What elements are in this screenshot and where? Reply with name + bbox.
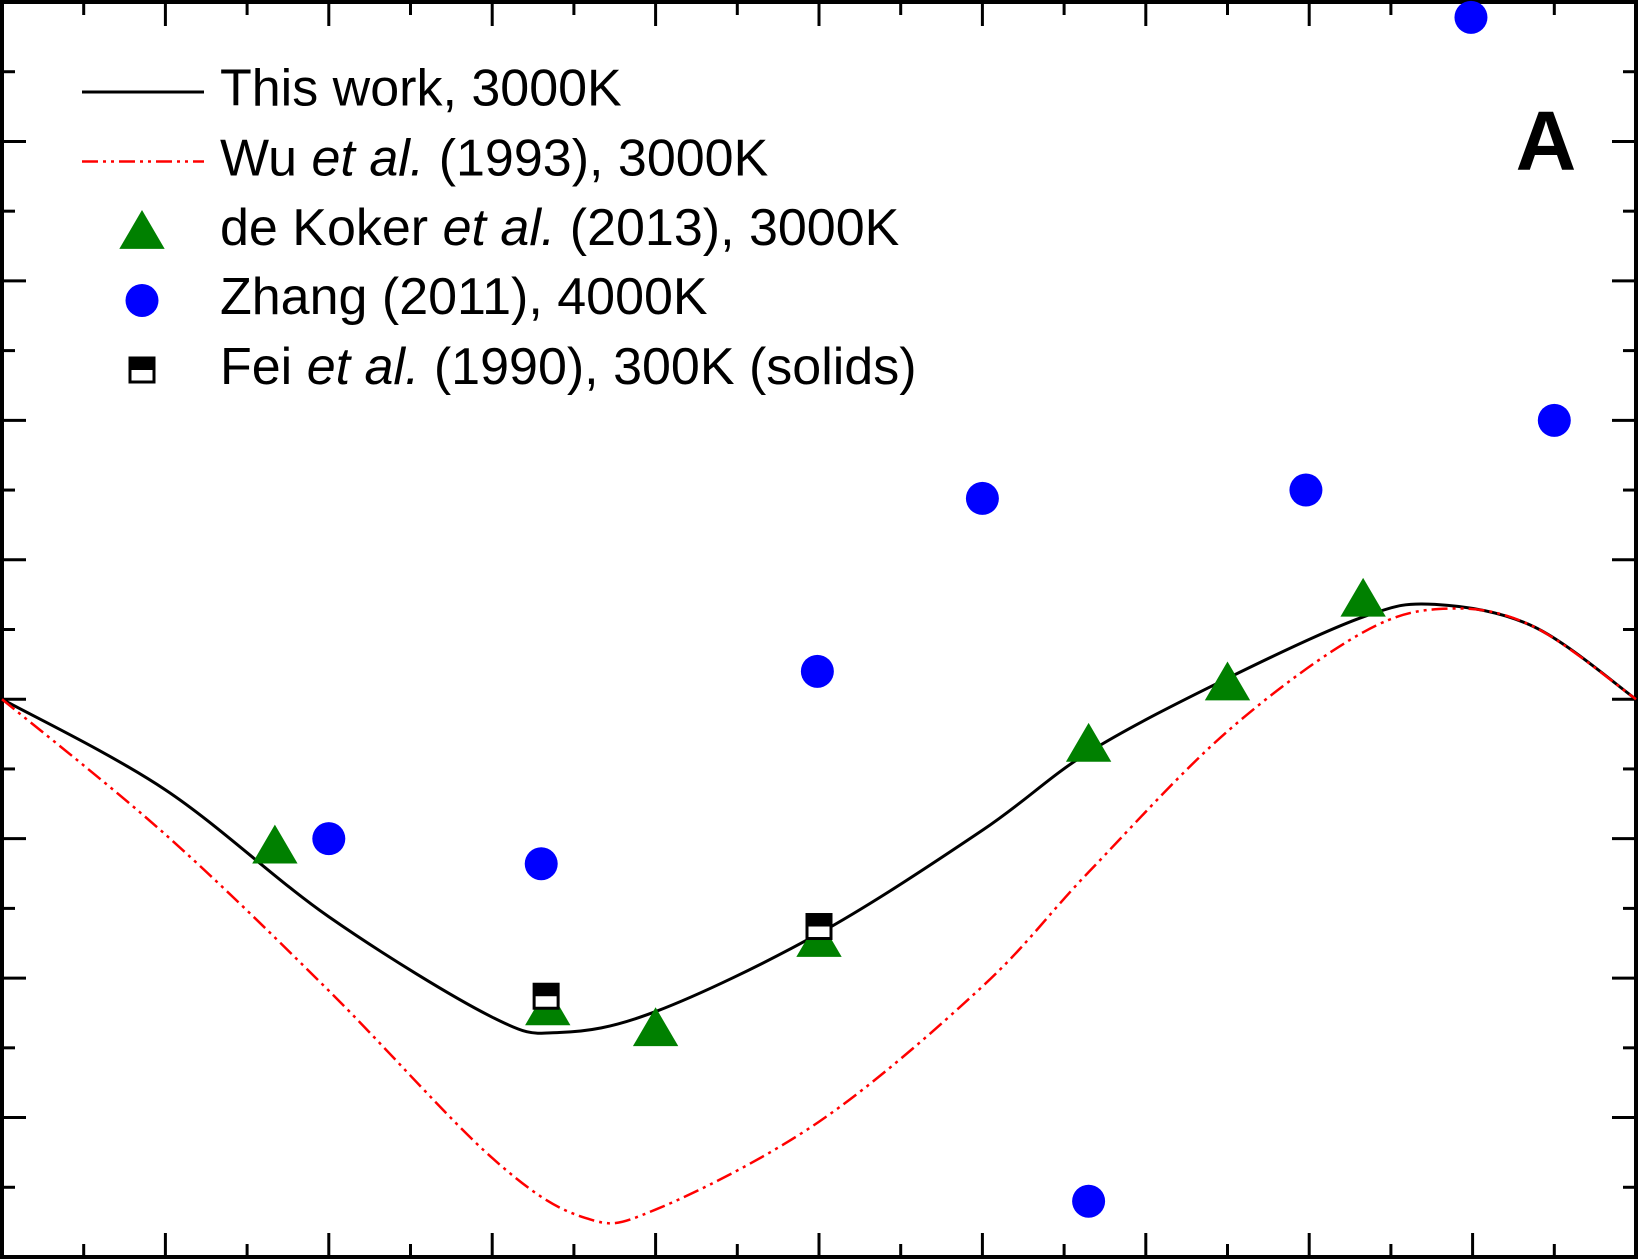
legend-label: This work, 3000K (220, 60, 622, 118)
marker-fill (807, 914, 831, 927)
data-point (1537, 403, 1571, 437)
legend-label: Wu et al. (1993), 3000K (220, 129, 769, 187)
legend-marker (125, 284, 159, 317)
data-point (1072, 1184, 1106, 1218)
panel-label: A (1516, 94, 1577, 188)
legend-label-part: et al. (307, 338, 420, 396)
legend-label-part: (2013), 3000K (555, 199, 899, 257)
data-point (965, 481, 999, 515)
data-line (1, 607, 1637, 1225)
data-point (1065, 722, 1112, 762)
data-point (1454, 0, 1488, 34)
legend-label-part: (1990), 300K (solids) (419, 338, 916, 396)
data-point (632, 1007, 679, 1047)
legend-label-part: (1993), 3000K (424, 129, 768, 187)
legend-label-part: Wu (220, 129, 312, 187)
data-point (524, 847, 558, 881)
legend-label-part: Fei (220, 338, 307, 396)
data-point (252, 824, 298, 864)
legend-label-part: de Koker (220, 199, 443, 257)
data-point (532, 982, 560, 1010)
legend-label-part: et al. (312, 129, 425, 187)
legend-marker (119, 210, 165, 249)
legend-label: Fei et al. (1990), 300K (solids) (220, 338, 917, 396)
marker-fill (534, 984, 559, 997)
legend-marker (128, 356, 156, 384)
data-point (1340, 577, 1386, 617)
marker-fill (130, 358, 154, 370)
legend-label: Zhang (2011), 4000K (220, 268, 708, 326)
data-point (1204, 661, 1251, 701)
data-point (800, 654, 834, 688)
data-point (1289, 473, 1323, 507)
data-point (312, 822, 346, 856)
data-point (805, 913, 833, 941)
data-line (1, 602, 1637, 1035)
legend-label: de Koker et al. (2013), 3000K (220, 199, 900, 257)
legend-label-part: et al. (443, 199, 556, 257)
